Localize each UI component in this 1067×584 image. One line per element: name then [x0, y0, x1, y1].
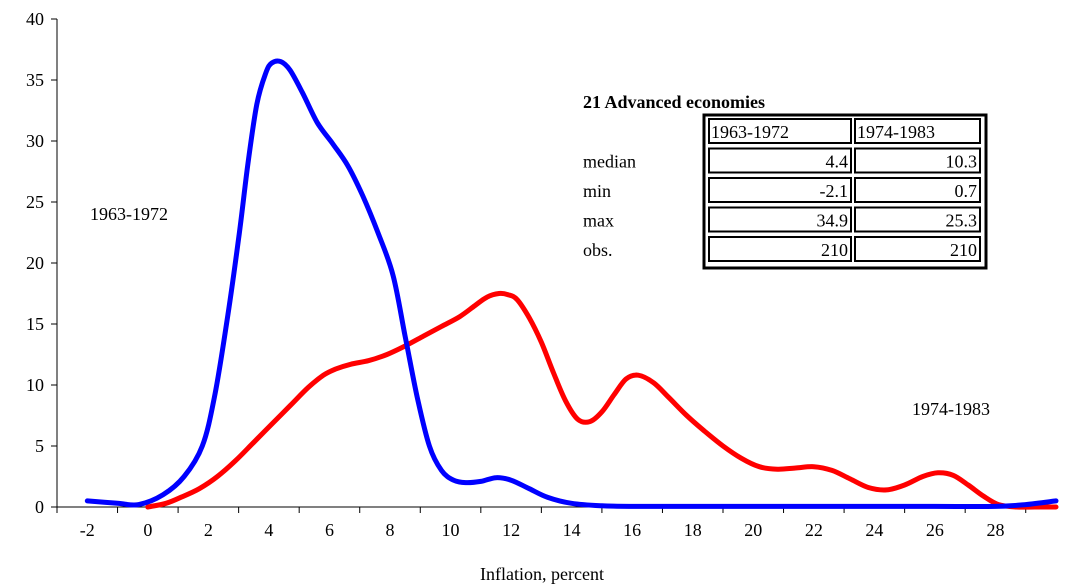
x-tick-label: 4: [264, 520, 273, 540]
table-row-label: obs.: [583, 240, 613, 260]
series-line-1963-1972: [84, 58, 1059, 510]
x-axis-ticks: -2 0 2 4 6 8 10 12 14 16 18 20 22 24 26 28: [56, 507, 1027, 540]
x-tick-label: -2: [80, 520, 95, 540]
table-value-text: 25.3: [946, 211, 978, 231]
table-value-cell: [854, 177, 981, 203]
x-tick-label: 8: [386, 520, 395, 540]
table-value-cell: [708, 236, 852, 262]
y-tick-label: 5: [35, 436, 44, 456]
y-tick-label: 30: [26, 131, 44, 151]
table-row-label: min: [583, 181, 611, 201]
y-tick-label: 10: [26, 375, 44, 395]
table-header-cell: [854, 118, 981, 144]
table-row-label: median: [583, 152, 636, 172]
table-header-text: 1963-1972: [711, 122, 789, 142]
series-label-1974-1983: 1974-1983: [912, 399, 990, 419]
y-tick-label: 35: [26, 70, 44, 90]
y-tick-label: 15: [26, 314, 44, 334]
table-value-cell: [708, 177, 852, 203]
stats-table-cells: 1963-1972 1974-1983 median 4.4 10.3 min -2.1 0.…: [583, 118, 981, 262]
table-value-cell: [854, 236, 981, 262]
x-tick-label: 12: [502, 520, 520, 540]
series-lines: [84, 58, 1059, 510]
x-tick-label: 0: [143, 520, 152, 540]
y-tick-label: 25: [26, 192, 44, 212]
x-tick-label: 2: [204, 520, 213, 540]
table-value-cell: [708, 206, 852, 233]
table-value-text: 0.7: [955, 181, 978, 201]
table-value-text: 210: [950, 240, 977, 260]
table-value-cell: [854, 147, 981, 174]
stats-table: 21 Advanced economies 1963-1972 1974-1983…: [583, 92, 988, 270]
y-tick-label: 0: [35, 497, 44, 517]
table-header-text: 1974-1983: [857, 122, 935, 142]
table-value-text: -2.1: [820, 181, 849, 201]
series-line-1974-1983: [145, 290, 1059, 510]
x-tick-label: 16: [623, 520, 641, 540]
table-row-label: max: [583, 211, 614, 231]
x-tick-label: 14: [563, 520, 581, 540]
table-header-cell: [708, 118, 852, 144]
table-value-cell: [708, 147, 852, 174]
x-tick-label: 18: [684, 520, 702, 540]
series-label-1963-1972: 1963-1972: [90, 204, 168, 224]
x-tick-label: 26: [926, 520, 944, 540]
x-tick-label: 22: [805, 520, 823, 540]
x-tick-label: 20: [744, 520, 762, 540]
table-value-text: 210: [821, 240, 848, 260]
x-tick-label: 24: [865, 520, 883, 540]
y-axis-ticks: 0 5 10 15 20 25 30 35 40: [26, 9, 57, 517]
table-value-text: 10.3: [946, 152, 978, 172]
y-tick-label: 40: [26, 9, 44, 29]
table-value-cell: [854, 206, 981, 233]
x-axis-title: Inflation, percent: [480, 564, 604, 584]
table-value-text: 34.9: [817, 211, 849, 231]
x-tick-label: 10: [442, 520, 460, 540]
stats-table-border: [702, 113, 988, 270]
y-tick-label: 20: [26, 253, 44, 273]
table-value-text: 4.4: [826, 152, 849, 172]
stats-table-title: 21 Advanced economies: [583, 92, 765, 112]
x-tick-label: 6: [325, 520, 334, 540]
x-tick-label: 28: [986, 520, 1004, 540]
